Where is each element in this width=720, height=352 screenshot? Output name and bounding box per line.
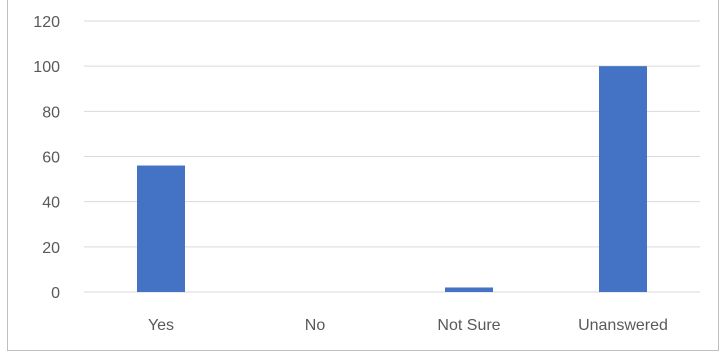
- y-tick-label: 60: [42, 150, 60, 167]
- bar-not-sure: [445, 287, 493, 292]
- bar-yes: [137, 165, 185, 292]
- gridlines: [84, 20, 700, 293]
- x-category-label: Yes: [148, 317, 174, 334]
- y-tick-label: 20: [42, 240, 60, 257]
- x-category-label: No: [305, 317, 326, 334]
- x-category-label: Not Sure: [437, 317, 500, 334]
- y-tick-label: 40: [42, 195, 60, 212]
- bars: [137, 66, 647, 293]
- y-tick-label: 80: [42, 104, 60, 121]
- y-tick-label: 0: [51, 285, 60, 302]
- y-axis-tick-labels: 0 20 40 60 80 100 120: [33, 14, 60, 302]
- x-category-label: Unanswered: [578, 317, 668, 334]
- y-tick-label: 120: [33, 14, 60, 31]
- bar-unanswered: [599, 66, 647, 293]
- x-axis-category-labels: Yes No Not Sure Unanswered: [148, 317, 668, 334]
- y-tick-label: 100: [33, 59, 60, 76]
